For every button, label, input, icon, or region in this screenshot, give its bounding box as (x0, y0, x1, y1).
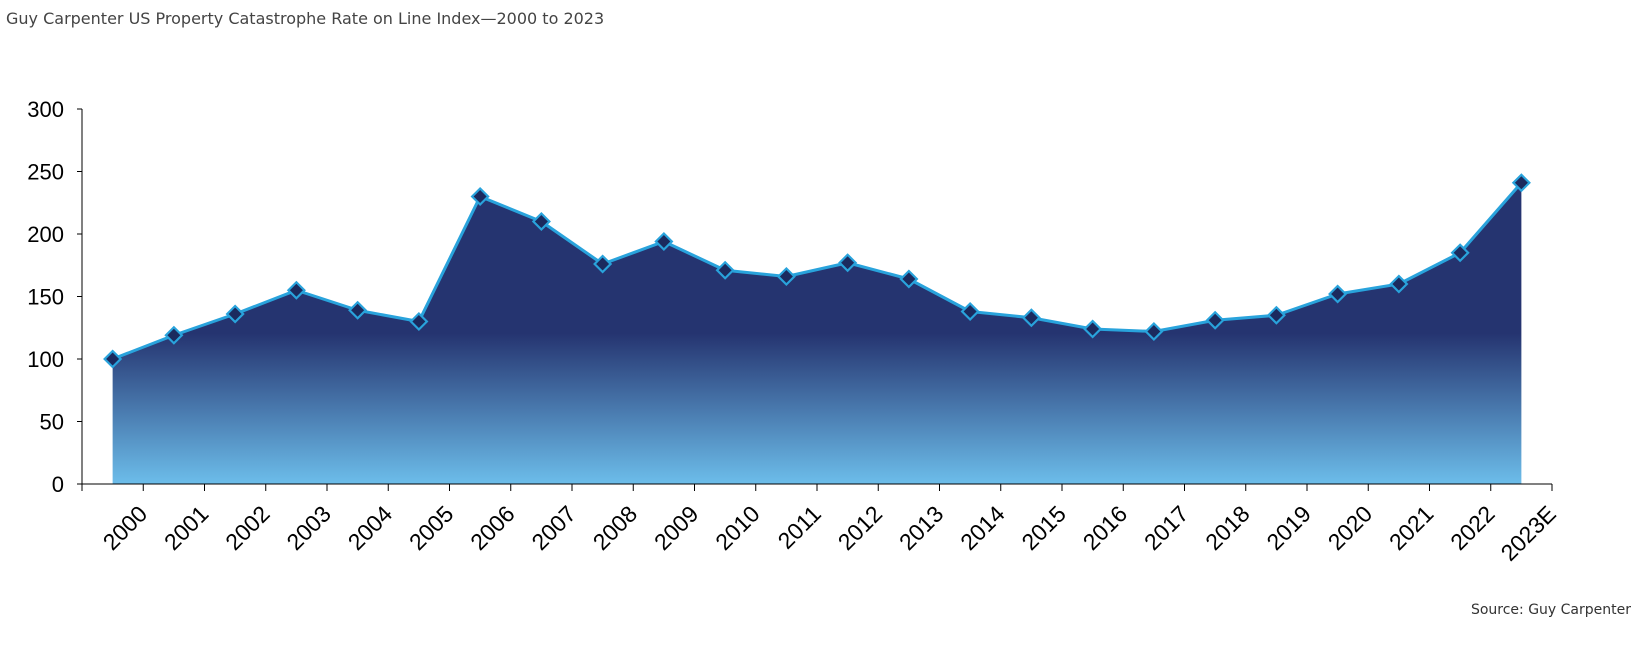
data-point-diamond-icon (715, 260, 735, 280)
x-tick-label: 2005 (404, 501, 459, 556)
x-tick-labels: 2000 2001 2002 2003 2004 2005 2006 2007 2008 2009… (98, 500, 1561, 566)
x-tick-label: 2016 (1078, 501, 1133, 556)
x-tick-label: 2009 (649, 501, 704, 556)
data-point-diamond-icon (1450, 243, 1470, 263)
data-point-diamond-icon (1021, 308, 1041, 328)
axes-layer (77, 108, 1553, 491)
x-tick-label: 2001 (159, 501, 214, 556)
data-point-diamond-icon (470, 186, 490, 207)
y-tick-label: 50 (40, 410, 64, 435)
area-fill (112, 182, 1522, 484)
data-point-diamond-icon (1083, 319, 1103, 339)
marker-layer (103, 173, 1531, 369)
x-tick-label: 2019 (1261, 501, 1316, 556)
chart-title: Guy Carpenter US Property Catastrophe Ra… (6, 9, 605, 28)
x-tick-label: 2008 (588, 501, 643, 556)
data-point-diamond-icon (1511, 173, 1531, 193)
data-point-diamond-icon (776, 266, 796, 287)
x-tick-label: 2006 (465, 501, 520, 556)
x-tick-label: 2018 (1200, 501, 1255, 556)
x-tick-label: 2023E (1496, 501, 1561, 566)
area-layer (112, 182, 1522, 484)
series-line (112, 181, 1523, 361)
x-tick-label: 2007 (526, 501, 581, 556)
y-tick-label: 150 (27, 285, 64, 310)
data-point-diamond-icon (164, 325, 184, 345)
x-tick-label: 2003 (281, 501, 336, 556)
x-tick-label: 2014 (955, 500, 1010, 555)
y-tick-labels: 0 50 100 150 200 250 300 (27, 97, 64, 497)
x-tick-label: 2020 (1323, 501, 1378, 556)
data-point-diamond-icon (838, 253, 858, 273)
data-point-diamond-icon (103, 349, 123, 369)
data-point-diamond-icon (593, 254, 613, 274)
data-point-diamond-icon (1389, 274, 1409, 294)
line-layer (112, 181, 1523, 361)
data-point-diamond-icon (286, 280, 306, 300)
y-tick-label: 250 (27, 160, 64, 185)
data-point-diamond-icon (654, 231, 674, 252)
data-point-diamond-icon (409, 311, 429, 332)
data-point-diamond-icon (348, 300, 368, 320)
x-tick-label: 2015 (1016, 501, 1071, 556)
source-note: Source: Guy Carpenter (1470, 602, 1631, 618)
x-tick-label: 2013 (894, 501, 949, 556)
x-tick-label: 2012 (833, 501, 888, 556)
x-tick-label: 2022 (1445, 501, 1500, 556)
x-tick-label: 2000 (98, 501, 153, 556)
y-tick-label: 300 (27, 97, 64, 122)
x-tick-label: 2011 (773, 501, 826, 554)
y-tick-label: 200 (27, 222, 64, 247)
data-point-diamond-icon (899, 269, 919, 289)
data-point-diamond-icon (1328, 284, 1348, 304)
data-point-diamond-icon (531, 211, 551, 232)
data-point-diamond-icon (225, 304, 245, 324)
y-tick-label: 0 (52, 472, 64, 497)
data-point-diamond-icon (1144, 321, 1164, 342)
x-tick-label: 2004 (343, 500, 398, 555)
data-point-diamond-icon (1266, 305, 1286, 325)
x-tick-label: 2002 (220, 501, 275, 556)
x-tick-label: 2021 (1384, 501, 1439, 556)
x-tick-label: 2017 (1139, 501, 1194, 556)
data-point-diamond-icon (1205, 310, 1225, 330)
y-tick-label: 100 (27, 347, 64, 372)
data-point-diamond-icon (960, 301, 980, 322)
x-tick-label: 2010 (710, 501, 765, 556)
